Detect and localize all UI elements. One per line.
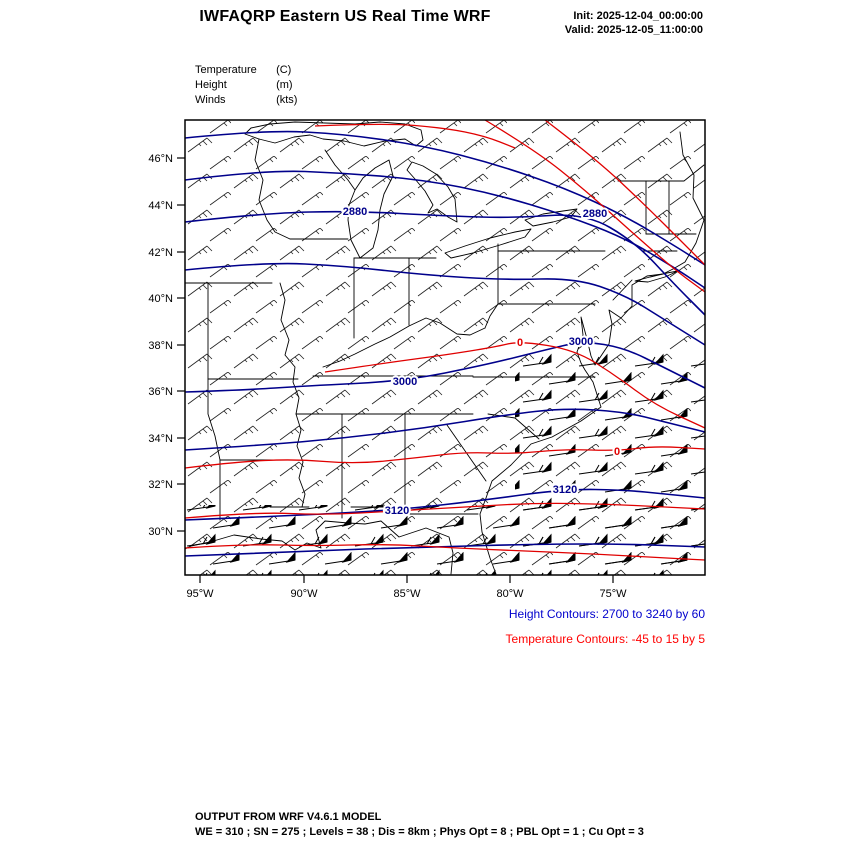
lat-label: 34°N (148, 433, 173, 445)
lat-label: 38°N (148, 340, 173, 352)
lon-label: 75°W (599, 588, 627, 600)
legend-row-winds: Winds (kts) (195, 93, 297, 108)
axis-layer: 46°N 44°N 42°N 40°N 38°N 36°N 34°N 32°N 30°N 95°W… (148, 153, 627, 600)
lat-label: 40°N (148, 293, 173, 305)
geo-outline (347, 159, 394, 259)
legend-winds-unit: (kts) (276, 94, 298, 106)
temperature-contour-label: 0 (614, 446, 620, 458)
height-contour (184, 543, 706, 557)
temperature-contour (184, 544, 706, 561)
lat-label: 36°N (148, 386, 173, 398)
geo-outline (322, 317, 486, 368)
geo-outline (479, 219, 705, 575)
temperature-contours-caption: Temperature Contours: -45 to 15 by 5 (505, 632, 705, 646)
geo-outline (524, 208, 578, 227)
lat-label: 30°N (148, 526, 173, 538)
height-contours-caption: Height Contours: 2700 to 3240 by 60 (508, 607, 705, 621)
geo-outline (484, 303, 499, 329)
height-contour-label: 3120 (553, 484, 577, 496)
legend-row-temperature: Temperature (C) (195, 63, 297, 78)
height-contour-label: 2880 (343, 206, 367, 218)
lat-label: 46°N (148, 153, 173, 165)
geo-outline (487, 413, 540, 440)
geo-outline (679, 131, 705, 221)
height-contour (184, 342, 706, 393)
geo-outline (617, 164, 705, 182)
contour-label-layer: 2880 2880 3000 3000 3120 3120 0 0 (341, 204, 622, 519)
height-contour-label: 3120 (385, 505, 409, 517)
geo-outline (279, 282, 306, 508)
legend-temperature-name: Temperature (195, 64, 257, 76)
geo-outline (254, 138, 291, 240)
height-contour-label: 2880 (583, 208, 607, 220)
temperature-contour (314, 123, 516, 149)
map-legend: Temperature (C) Height (m) Winds (kts) (195, 63, 297, 108)
legend-temperature-unit: (C) (276, 64, 292, 76)
init-timestamp: Init: 2025-12-04_00:00:00 (573, 10, 703, 22)
temperature-contour (324, 342, 706, 429)
footer: OUTPUT FROM WRF V4.6.1 MODEL WE = 310 ; … (195, 810, 644, 840)
legend-height-unit: (m) (276, 79, 293, 91)
height-contour-label: 3000 (393, 376, 417, 388)
height-contour (184, 408, 706, 451)
run-timestamps: Init: 2025-12-04_00:00:00 Valid: 2025-12… (565, 9, 703, 37)
page-title: IWFAQRP Eastern US Real Time WRF (199, 8, 491, 25)
temperature-contour (484, 119, 706, 293)
legend-row-height: Height (m) (195, 78, 297, 93)
temperature-contour (184, 502, 706, 519)
height-contour-label: 3000 (569, 336, 593, 348)
temperature-contour (544, 119, 706, 266)
legend-winds-name: Winds (195, 94, 226, 106)
geo-outline (184, 520, 454, 575)
height-contour (184, 170, 706, 289)
geo-outline (406, 161, 458, 223)
map-frame (184, 119, 706, 576)
wind-barb-strong-south (185, 505, 705, 575)
temperature-contour (184, 446, 706, 469)
footer-config-line: WE = 310 ; SN = 275 ; Levels = 38 ; Dis … (195, 826, 644, 838)
lon-label: 80°W (496, 588, 524, 600)
lat-label: 44°N (148, 200, 173, 212)
height-contour (184, 130, 706, 266)
legend-height-name: Height (195, 79, 227, 91)
geo-outline (612, 279, 633, 301)
height-contour (184, 210, 706, 316)
height-contour (184, 262, 706, 346)
geo-outline (444, 228, 532, 259)
valid-timestamp: Valid: 2025-12-05_11:00:00 (564, 24, 703, 36)
geo-outline (207, 282, 221, 461)
lon-label: 90°W (290, 588, 318, 600)
footer-model-line: OUTPUT FROM WRF V4.6.1 MODEL (195, 811, 382, 823)
lon-label: 95°W (186, 588, 214, 600)
temperature-contour-label: 0 (517, 337, 523, 349)
lat-label: 32°N (148, 479, 173, 491)
contour-layer (184, 119, 706, 561)
lat-label: 42°N (148, 247, 173, 259)
lon-label: 85°W (393, 588, 421, 600)
